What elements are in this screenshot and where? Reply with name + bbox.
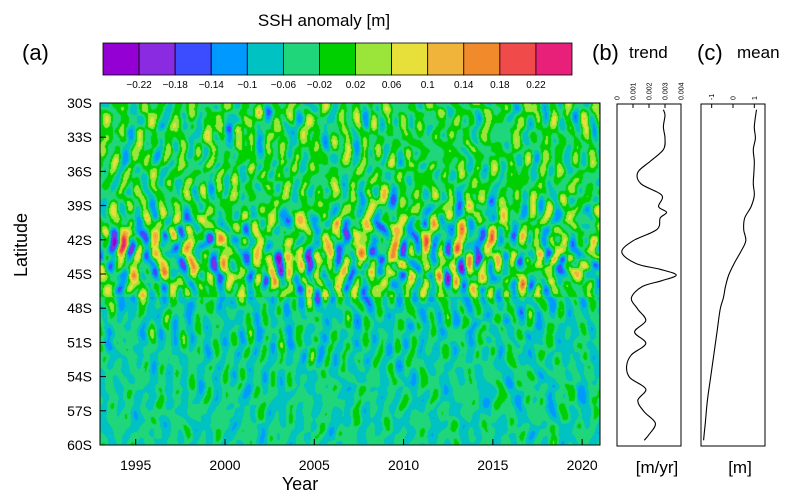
heatmap-y-tick-label: 42S <box>67 232 92 248</box>
colorbar-tick-label: −0.02 <box>307 80 333 91</box>
heatmap-x-tick-label: 2015 <box>477 457 508 473</box>
colorbar-tick-label: 0.22 <box>526 80 546 91</box>
heatmap-y-tick-label: 57S <box>67 403 92 419</box>
heatmap-x-axis: 1995 2000 2005 2010 2015 2020 <box>120 439 598 473</box>
colorbar-swatch <box>282 42 320 76</box>
mean-x-tick-label: 0 <box>731 96 738 100</box>
panel-label-b: (b) <box>592 40 619 65</box>
colorbar-tick-label: −0.22 <box>126 80 152 91</box>
mean-xlabel: [m] <box>728 458 752 477</box>
colorbar-swatch <box>138 42 176 76</box>
colorbar-title: SSH anomaly [m] <box>258 11 390 30</box>
colorbar-swatch <box>355 42 393 76</box>
colorbar: −0.22 −0.18 −0.14 −0.1 −0.06 −0.02 0.02 0.06 0.1… <box>102 42 573 91</box>
colorbar-swatch <box>102 42 140 76</box>
colorbar-swatch <box>535 42 573 76</box>
colorbar-swatch <box>427 42 465 76</box>
heatmap-y-tick-label: 45S <box>67 266 92 282</box>
colorbar-swatch <box>499 42 537 76</box>
mean-line <box>703 109 758 441</box>
colorbar-swatch <box>246 42 284 76</box>
heatmap-y-tick-label: 54S <box>67 369 92 385</box>
panel-b-title: trend <box>629 43 668 62</box>
mean-x-tick-label: -1 <box>709 94 716 100</box>
trend-frame <box>616 103 682 447</box>
colorbar-tick-label: −0.18 <box>162 80 188 91</box>
colorbar-swatch <box>319 42 356 76</box>
colorbar-tick-label: 0.06 <box>382 80 402 91</box>
heatmap-y-axis: 30S 33S 36S 39S 42S 45S 48S 51S 54S 57S 60S <box>67 95 106 453</box>
heatmap-x-tick-label: 1995 <box>120 457 151 473</box>
mean-x-axis: -1 0 1 <box>709 94 759 108</box>
heatmap-y-tick-label: 60S <box>67 437 92 453</box>
heatmap-y-tick-label: 48S <box>67 300 92 316</box>
mean-x-tick-label: 1 <box>752 96 759 100</box>
trend-x-tick-label: 0.004 <box>679 82 686 100</box>
trend-x-tick-label: 0.003 <box>663 82 670 100</box>
heatmap-y-tick-label: 33S <box>67 129 92 145</box>
mean-plot: -1 0 1 <box>700 94 766 447</box>
colorbar-swatch <box>210 42 248 76</box>
trend-plot: 0 0.001 0.002 0.003 0.004 <box>615 82 686 447</box>
colorbar-tick-label: −0.06 <box>271 80 297 91</box>
heatmap-y-tick-label: 51S <box>67 334 92 350</box>
heatmap-y-tick-label: 39S <box>67 198 92 214</box>
heatmap-y-tick-label: 36S <box>67 163 92 179</box>
heatmap-image <box>100 103 600 445</box>
heatmap-x-tick-label: 2005 <box>299 457 330 473</box>
heatmap-xlabel: Year <box>282 474 318 494</box>
heatmap-x-tick-label: 2020 <box>567 457 598 473</box>
colorbar-swatch <box>391 42 429 76</box>
panel-label-c: (c) <box>697 40 723 65</box>
colorbar-tick-label: 0.18 <box>490 80 510 91</box>
colorbar-tick-label: 0.02 <box>346 80 366 91</box>
colorbar-swatch <box>463 42 501 76</box>
mean-frame <box>700 103 766 447</box>
colorbar-tick-label: 0.1 <box>421 80 435 91</box>
colorbar-tick-label: −0.14 <box>199 80 225 91</box>
heatmap-x-tick-label: 2000 <box>209 457 240 473</box>
trend-line <box>621 109 677 441</box>
heatmap-x-tick-label: 2010 <box>388 457 419 473</box>
colorbar-tick-label: −0.1 <box>237 80 257 91</box>
trend-x-tick-label: 0.001 <box>631 82 638 100</box>
trend-x-axis: 0 0.001 0.002 0.003 0.004 <box>615 82 686 108</box>
heatmap-plot: 30S 33S 36S 39S 42S 45S 48S 51S 54S 57S 60S 1995 20… <box>67 95 601 473</box>
trend-x-tick-label: 0.002 <box>647 82 654 100</box>
panel-label-a: (a) <box>22 40 49 65</box>
colorbar-swatch <box>174 42 212 76</box>
trend-x-tick-label: 0 <box>615 96 622 100</box>
colorbar-tick-label: 0.14 <box>454 80 474 91</box>
heatmap-y-tick-label: 30S <box>67 95 92 111</box>
panel-c-title: mean <box>737 43 780 62</box>
trend-xlabel: [m/yr] <box>636 458 679 477</box>
heatmap-ylabel: Latitude <box>11 213 31 277</box>
